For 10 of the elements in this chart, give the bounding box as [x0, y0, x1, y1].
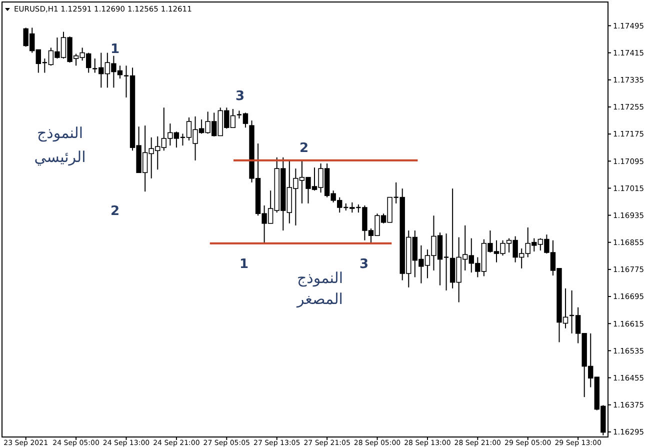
annotation: الرئيسي — [34, 148, 86, 166]
annotation: المصغر — [296, 290, 343, 308]
annotation: 3 — [235, 89, 245, 104]
annotation: 1 — [110, 42, 120, 57]
annotation: 1 — [239, 257, 249, 272]
annotation: النموذج — [36, 124, 84, 142]
annotation: 2 — [299, 141, 309, 156]
annotation: النموذج — [296, 269, 344, 287]
annotation: 2 — [110, 204, 120, 219]
annotation: 3 — [359, 257, 369, 272]
